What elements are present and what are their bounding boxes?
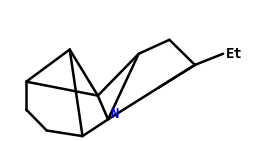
Text: Et: Et xyxy=(226,47,242,61)
Text: N: N xyxy=(111,107,119,121)
